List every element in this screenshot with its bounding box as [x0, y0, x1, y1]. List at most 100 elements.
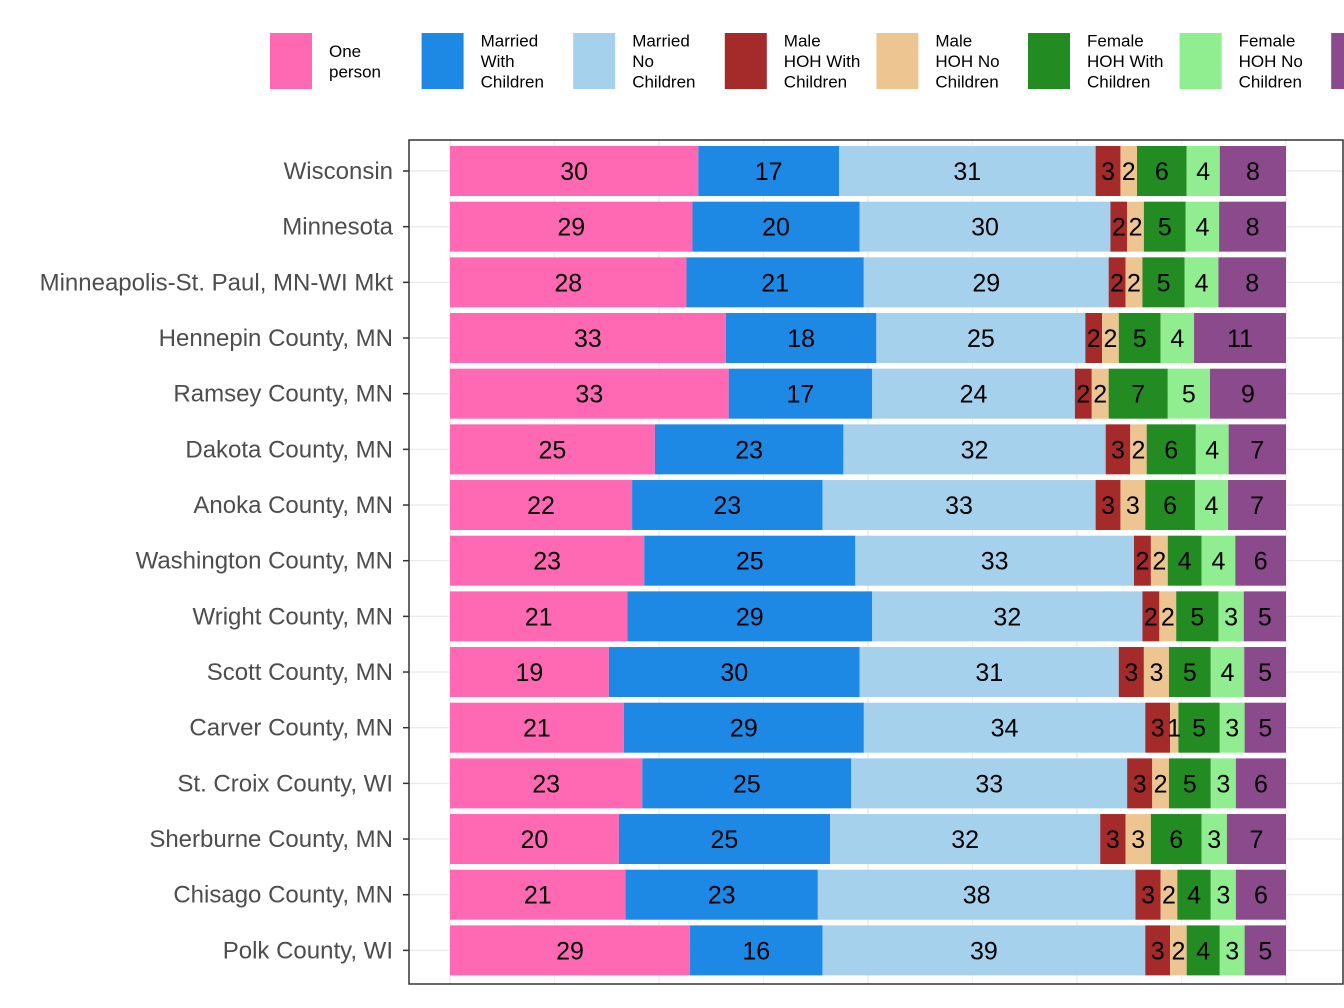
data-label: 2: [1087, 325, 1101, 353]
bar-segment-female-hoh-with-children: [1137, 146, 1187, 196]
bar-segment-female-hoh-with-children: [1142, 257, 1185, 308]
bar-segment-male-hoh-with-children: [1074, 368, 1092, 419]
data-label: 3: [1151, 937, 1165, 965]
data-label: 3: [1225, 937, 1239, 965]
data-label: 3: [1216, 770, 1230, 798]
bar-segment-female-hoh-with-children: [1168, 647, 1211, 698]
bar-segment-female-hoh-with-children: [1145, 480, 1195, 531]
legend-key: [1028, 33, 1070, 89]
data-label: 4: [1195, 214, 1209, 242]
bar-segment-married-with-children: [632, 480, 823, 531]
data-label: 3: [1126, 492, 1140, 520]
bar-segment-one-person: [450, 257, 687, 308]
bar-segment-female-hoh-no-children: [1210, 758, 1236, 809]
data-label: 30: [720, 659, 748, 687]
bar-segment-married-with-children: [698, 146, 840, 196]
data-label: 5: [1158, 214, 1172, 242]
bar-segment-one-person: [450, 313, 726, 364]
data-label: 32: [961, 436, 989, 464]
bar-segment-married-with-children: [728, 368, 873, 419]
bar-segment-one-person: [450, 925, 691, 976]
bar-segment-female-hoh-no-children: [1194, 480, 1229, 531]
data-label: 5: [1183, 659, 1197, 687]
data-label: 3: [1149, 659, 1163, 687]
bar-segment-one-person: [450, 869, 626, 920]
bar-segment-male-hoh-with-children: [1145, 925, 1171, 976]
bar-segment-female-hoh-no-children: [1167, 368, 1210, 419]
legend-item-series-8: [1331, 33, 1344, 89]
legend-item-married-with-children: Married With Children: [421, 32, 544, 92]
data-label: 3: [1207, 826, 1221, 854]
data-label: 17: [755, 158, 783, 186]
bar-segment-series-8: [1218, 257, 1286, 308]
legend-item-female-hoh-with-children: Female HOH With Children: [1028, 32, 1164, 92]
bar-segment-male-hoh-no-children: [1152, 758, 1169, 809]
bar-segment-male-hoh-no-children: [1160, 869, 1178, 920]
bar-segment-married-no-children: [872, 591, 1143, 642]
data-label: 2: [1112, 214, 1126, 242]
bar-segment-male-hoh-no-children: [1125, 257, 1143, 308]
legend-label: Male HOH No Children: [935, 32, 999, 92]
data-label: 21: [523, 715, 551, 743]
data-label: 20: [762, 214, 790, 242]
data-label: 4: [1196, 937, 1210, 965]
bar-segment-male-hoh-with-children: [1095, 480, 1121, 531]
bar-segment-female-hoh-no-children: [1184, 257, 1219, 308]
bar-segment-female-hoh-no-children: [1219, 702, 1245, 753]
bar-segment-one-person: [450, 146, 699, 196]
data-label: 8: [1246, 158, 1260, 186]
data-label: 6: [1254, 770, 1268, 798]
bar-segment-female-hoh-no-children: [1219, 925, 1245, 976]
bar-labels: 30 17 31 3 2 6 4 829 20 30 2 2 5 4 828 21 29 2 2 5 4 833 18 25 2…: [516, 158, 1273, 965]
legend-key: [876, 33, 919, 89]
data-label: 1: [1167, 715, 1181, 743]
row-labels: Wisconsin Minnesota Minneapolis-St. Paul, …: [40, 158, 409, 964]
bar-segment-married-no-children: [822, 480, 1096, 531]
data-label: 25: [711, 826, 739, 854]
legend-label: Female HOH No Children: [1239, 32, 1303, 92]
data-label: 33: [981, 548, 1009, 576]
data-label: 38: [963, 882, 991, 910]
data-label: 6: [1254, 882, 1268, 910]
legend-item-female-hoh-no-children: Female HOH No Children: [1179, 32, 1303, 92]
bar-segment-female-hoh-with-children: [1167, 535, 1202, 586]
data-label: 2: [1135, 548, 1149, 576]
bar-segment-female-hoh-with-children: [1168, 758, 1211, 809]
data-label: 28: [554, 269, 582, 297]
y-tick-label: Wisconsin: [284, 158, 393, 185]
data-label: 4: [1211, 548, 1225, 576]
bar-segment-one-person: [450, 535, 645, 586]
bar-segment-female-hoh-no-children: [1201, 814, 1227, 865]
bar-segment-male-hoh-no-children: [1120, 480, 1146, 531]
data-label: 6: [1169, 826, 1183, 854]
bar-segment-married-no-children: [839, 146, 1096, 196]
bar-segment-series-8: [1219, 146, 1286, 196]
bar-segment-married-no-children: [843, 424, 1106, 475]
legend-key: [724, 33, 767, 89]
bar-segment-married-with-children: [642, 758, 852, 809]
bar-segment-married-with-children: [725, 313, 877, 364]
data-label: 33: [575, 381, 603, 409]
legend-label: Female HOH With Children: [1087, 32, 1164, 92]
bar-segment-female-hoh-with-children: [1176, 591, 1219, 642]
data-label: 4: [1205, 492, 1219, 520]
bar-segment-male-hoh-with-children: [1085, 313, 1103, 364]
data-label: 30: [560, 158, 588, 186]
data-label: 32: [951, 826, 979, 854]
data-label: 33: [975, 770, 1003, 798]
bar-segment-series-8: [1210, 368, 1286, 419]
bar-segment-female-hoh-with-children: [1118, 313, 1161, 364]
data-label: 9: [1241, 381, 1255, 409]
data-label: 6: [1254, 548, 1268, 576]
y-tick-label: Wright County, MN: [193, 603, 394, 630]
data-label: 2: [1129, 214, 1143, 242]
data-label: 17: [787, 381, 815, 409]
legend-label: Married With Children: [481, 32, 544, 92]
data-label: 5: [1157, 269, 1171, 297]
legend: One person Married With Children Married No Chi…: [270, 32, 1344, 92]
data-label: 30: [971, 214, 999, 242]
legend-label: Married No Children: [632, 32, 695, 92]
data-label: 3: [1133, 770, 1147, 798]
bar-segment-male-hoh-with-children: [1145, 702, 1171, 753]
data-label: 5: [1133, 325, 1147, 353]
